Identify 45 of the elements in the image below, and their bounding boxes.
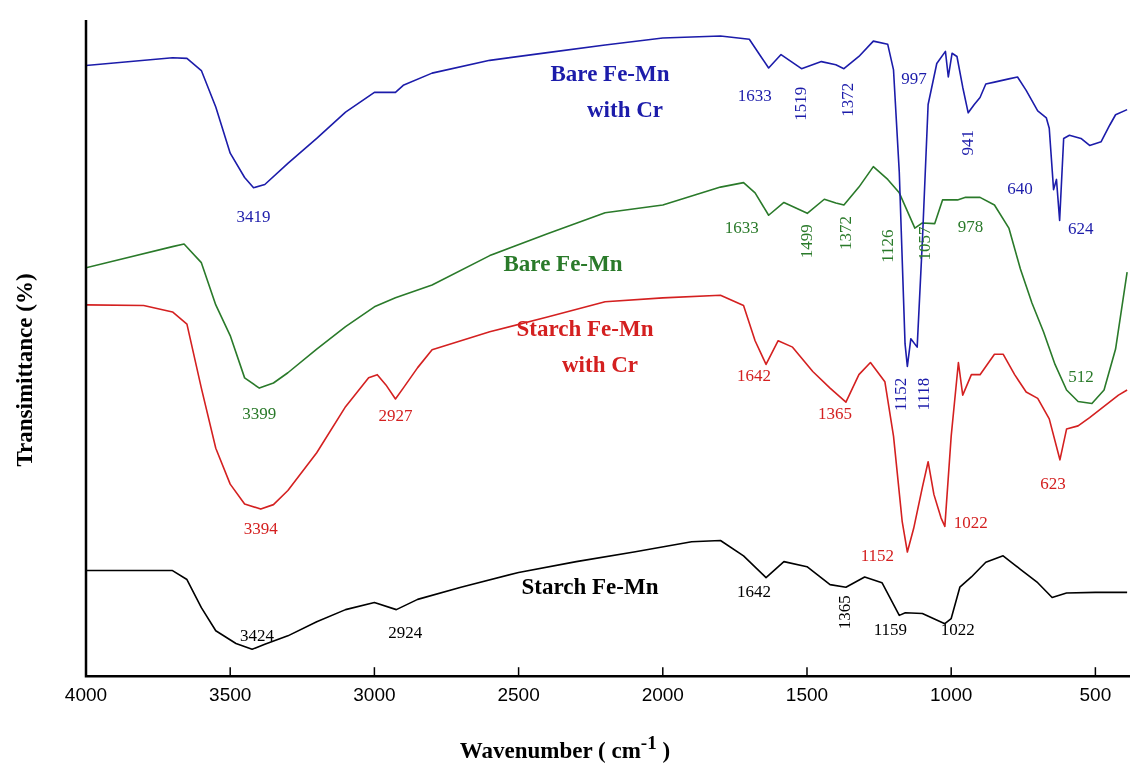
y-axis-title: Transimittance (%) bbox=[11, 273, 38, 467]
annotation: 1159 bbox=[873, 620, 908, 640]
annotation: 3419 bbox=[236, 207, 271, 227]
annotation: 978 bbox=[957, 217, 984, 237]
series-label: Starch Fe-Mn with Cr bbox=[516, 315, 654, 377]
annotation: 623 bbox=[1040, 474, 1066, 494]
x-tick-label: 4000 bbox=[64, 683, 108, 705]
annotation: 1372 bbox=[838, 82, 858, 117]
annotation: 2924 bbox=[388, 623, 423, 643]
x-tick-label: 2500 bbox=[497, 683, 540, 705]
x-tick-label: 2000 bbox=[641, 683, 684, 705]
annotation: 1372 bbox=[836, 216, 856, 251]
annotation: 1633 bbox=[737, 86, 772, 106]
annotation: 3394 bbox=[243, 518, 279, 538]
x-tick-label: 1500 bbox=[785, 683, 829, 705]
annotation: 1365 bbox=[835, 595, 855, 630]
annotation: 1152 bbox=[890, 377, 910, 412]
annotation: 1519 bbox=[790, 86, 810, 121]
annotation: 2927 bbox=[378, 406, 413, 426]
annotation: 1057 bbox=[915, 226, 935, 261]
annotation: 3399 bbox=[242, 403, 277, 423]
annotation: 941 bbox=[957, 130, 977, 156]
annotation: 640 bbox=[1007, 179, 1033, 198]
annotation: 1022 bbox=[940, 620, 975, 640]
annotation: 1118 bbox=[913, 377, 933, 411]
annotation: 512 bbox=[1068, 366, 1094, 386]
annotation: 1152 bbox=[860, 546, 895, 566]
series-label: Bare Fe-Mn with Cr bbox=[550, 60, 670, 122]
annotation: 624 bbox=[1067, 218, 1094, 238]
annotation: 1642 bbox=[737, 365, 772, 385]
series-label: Starch Fe-Mn bbox=[521, 573, 659, 599]
annotation: 1126 bbox=[878, 229, 898, 263]
annotation: 1022 bbox=[953, 512, 988, 532]
x-tick-label: 3500 bbox=[209, 683, 252, 705]
series-label: Bare Fe-Mn bbox=[503, 250, 623, 276]
annotation: 1365 bbox=[817, 403, 852, 423]
annotation: 1642 bbox=[737, 582, 772, 602]
annotation: 997 bbox=[901, 68, 928, 88]
x-tick-label: 500 bbox=[1079, 683, 1112, 705]
x-tick-label: 1000 bbox=[930, 683, 973, 705]
annotation: 1499 bbox=[796, 224, 816, 259]
x-axis-title: Wavenumber ( cm$^{-1}$ ) bbox=[458, 732, 672, 764]
annotation: 1633 bbox=[724, 217, 759, 237]
x-tick-label: 3000 bbox=[353, 683, 396, 705]
annotation: 3424 bbox=[240, 625, 275, 645]
